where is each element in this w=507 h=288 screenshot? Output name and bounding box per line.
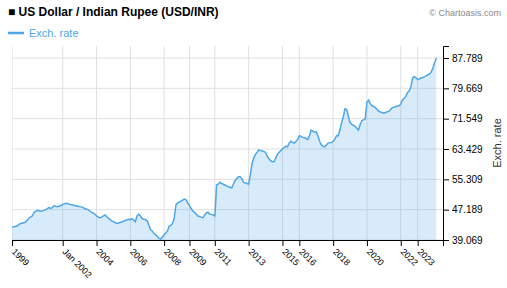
- tick-label: 2013: [246, 247, 267, 268]
- tick: 63.429: [443, 144, 483, 155]
- line: [12, 58, 436, 239]
- tick-label: 2018: [331, 247, 352, 268]
- legend-item: Exch. rate: [8, 27, 79, 39]
- tick-label: 2023: [416, 247, 437, 268]
- tick-label: 2015: [280, 247, 301, 268]
- grid-line-x: [96, 46, 97, 240]
- tick-label: 2004: [94, 247, 115, 268]
- tick-label: Jan 2002: [61, 247, 94, 280]
- tick: 2013: [246, 240, 267, 268]
- tick: 2023: [416, 240, 437, 268]
- tick-label: 55.309: [452, 174, 483, 185]
- title: ■ US Dollar / Indian Rupee (USD/INR): [8, 5, 219, 19]
- tick: 47.189: [443, 204, 483, 215]
- tick-mark: [63, 240, 64, 246]
- legend-label: Exch. rate: [29, 27, 79, 39]
- annotation: © Chartoasis.com: [429, 8, 501, 18]
- tick-mark: [443, 210, 449, 211]
- tick: 55.309: [443, 174, 483, 185]
- tick-mark: [443, 149, 449, 150]
- grid: [12, 46, 443, 240]
- grid-line-x: [12, 46, 13, 240]
- axis-line: [444, 47, 450, 241]
- tick: 2011: [213, 240, 234, 267]
- marks: [12, 58, 436, 240]
- tick-mark: [164, 240, 165, 246]
- tick-mark: [418, 240, 419, 246]
- legend-swatch: [8, 32, 24, 35]
- tick-mark: [282, 240, 283, 246]
- tick: Jan 2002: [61, 240, 94, 280]
- tick-label: 2011: [213, 247, 234, 268]
- tick: 79.669: [443, 83, 483, 94]
- tick: 2016: [297, 240, 318, 268]
- tick-mark: [401, 240, 402, 246]
- tick-label: 1999: [10, 247, 31, 268]
- tick-label: 87.789: [452, 53, 483, 64]
- tick: 2020: [365, 240, 386, 268]
- tick-label: 47.189: [452, 204, 483, 215]
- tick: 87.789: [443, 53, 483, 64]
- tick-mark: [249, 240, 250, 246]
- grid-line-x: [130, 46, 131, 240]
- tick-mark: [299, 240, 300, 246]
- tick-mark: [443, 58, 449, 59]
- tick-mark: [443, 179, 449, 180]
- tick-label: 71.549: [452, 113, 483, 124]
- tick-mark: [367, 240, 368, 246]
- grid-line-y: [12, 57, 443, 58]
- tick: 2008: [162, 240, 183, 268]
- grid-line-x: [164, 46, 165, 240]
- tick: 2009: [187, 240, 208, 268]
- chart: 1999 Jan 20022004 2006 200820092011 2013 2015…: [0, 0, 507, 288]
- tick: 2006: [128, 240, 149, 268]
- tick-label: 2022: [399, 247, 420, 268]
- tick-label: 39.069: [452, 235, 483, 246]
- axis-line: [13, 241, 444, 247]
- tick-label: 79.669: [452, 83, 483, 94]
- tick: 1999: [10, 240, 31, 268]
- tick-mark: [215, 240, 216, 246]
- axis-title: Exch. rate: [491, 118, 503, 168]
- tick-label: 2009: [187, 247, 208, 268]
- grid-line-y: [12, 88, 443, 89]
- tick-mark: [333, 240, 334, 246]
- tick: 39.069: [443, 235, 483, 246]
- tick-label: 2016: [297, 247, 318, 268]
- x-axis: 1999 Jan 20022004 2006 200820092011 2013 2015…: [10, 240, 444, 280]
- y-axis: 39.069 47.189 55.309 63.429 71.549 79.669 87.7…: [443, 47, 483, 246]
- tick-label: 63.429: [452, 144, 483, 155]
- tick-mark: [189, 240, 190, 246]
- tick-mark: [97, 240, 98, 246]
- legend: Exch. rate: [8, 27, 79, 39]
- tick-label: 2006: [128, 247, 149, 268]
- tick: 2004: [94, 240, 115, 268]
- tick: 71.549: [443, 113, 483, 124]
- tick-mark: [12, 240, 13, 246]
- tick: 2018: [331, 240, 352, 268]
- tick-mark: [443, 88, 449, 89]
- tick-mark: [130, 240, 131, 246]
- plot: 1999 Jan 20022004 2006 200820092011 2013 2015…: [10, 46, 483, 280]
- tick-mark: [443, 119, 449, 120]
- tick-label: 2020: [365, 247, 386, 268]
- area: [12, 58, 436, 240]
- tick-label: 2008: [162, 247, 183, 268]
- tick-mark: [443, 240, 449, 241]
